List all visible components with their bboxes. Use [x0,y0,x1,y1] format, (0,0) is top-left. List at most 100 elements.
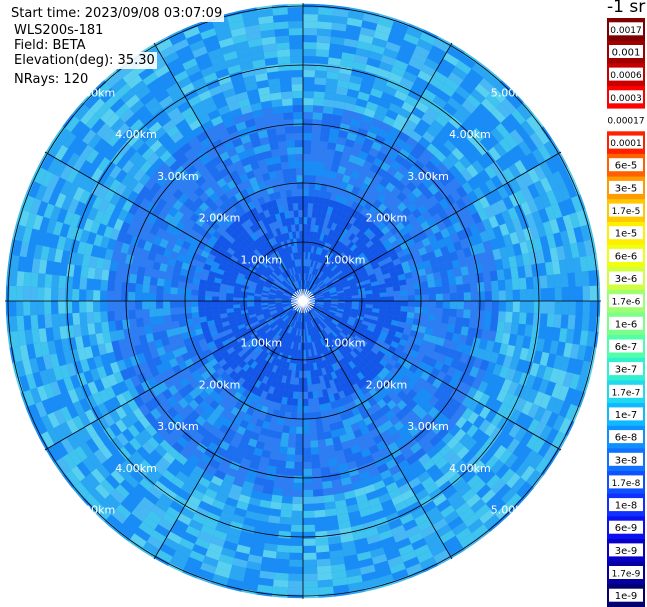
range-bin [340,211,348,220]
range-bin [324,191,332,200]
range-bin [319,190,327,199]
range-bin [457,483,472,497]
range-bin [16,301,24,316]
range-bin [340,476,352,486]
range-bin [353,487,366,498]
range-bin [223,540,238,552]
range-bin [17,330,27,346]
range-bin [62,132,77,149]
range-bin [424,327,434,336]
range-bin [283,293,290,297]
range-bin [402,70,418,83]
range-bin [295,314,299,321]
range-bin [259,136,270,146]
range-bin [325,251,331,259]
range-bin [404,369,415,380]
range-bin [580,360,591,378]
range-bin [209,345,219,354]
range-bin [223,208,233,218]
range-bin [455,173,468,186]
range-bin [283,482,294,490]
range-bin [23,389,36,407]
range-bin [294,461,303,469]
range-bin [166,264,175,274]
range-bin [303,538,316,546]
range-bin [532,148,546,165]
range-bin [263,543,278,552]
range-bin [380,54,396,66]
range-bin [446,436,460,450]
range-bin [342,285,351,291]
range-bin [348,81,361,92]
range-bin [421,210,433,221]
range-bin [200,28,217,40]
range-bin [325,316,333,322]
range-bin [313,340,319,349]
range-bin [312,482,323,490]
range-bin [247,201,256,211]
range-bin [463,283,471,293]
range-bin [398,279,407,286]
range-bin [359,255,368,263]
range-bin [171,113,185,126]
range-bin [449,201,461,214]
range-bin [38,328,48,343]
range-bin [344,355,352,364]
range-bin [465,255,475,267]
range-bin [72,156,86,172]
range-bin [330,371,338,380]
range-bin [367,361,376,371]
range-bin [175,544,192,557]
range-bin [266,71,280,80]
range-bin [95,332,105,345]
range-bin [359,269,367,276]
range-bin [165,241,176,251]
range-bin [265,316,273,322]
range-bin [15,224,26,242]
range-bin [298,321,301,329]
range-bin [223,393,234,403]
range-bin [303,49,317,57]
range-bin [254,258,262,266]
range-bin [323,494,335,503]
range-bin [116,155,129,170]
range-bin [311,468,322,476]
range-bin [60,180,73,196]
range-bin [467,190,479,203]
range-bin [165,506,181,520]
range-bin [325,268,332,275]
range-bin [303,91,314,99]
range-bin [166,464,180,477]
range-bin [96,464,111,479]
range-bin [12,345,23,363]
range-bin [311,311,317,318]
range-bin [309,252,314,260]
range-bin [549,368,560,384]
range-bin [415,488,429,502]
range-bin [35,401,48,418]
range-bin [254,298,262,301]
range-bin [335,250,343,258]
range-bin [467,399,479,412]
range-bin [215,523,230,534]
range-bin [16,315,25,331]
range-bin [210,409,221,420]
range-bin [268,246,275,254]
range-bin [379,414,390,425]
range-bin [313,91,325,100]
range-bin [539,192,552,209]
range-bin [323,305,331,309]
range-bin [426,273,435,282]
range-bin [276,336,282,344]
range-bin [549,340,559,355]
range-bin [139,110,154,125]
range-bin [304,287,307,295]
range-bin [120,242,130,254]
range-bin [272,252,279,260]
range-bin [103,426,117,441]
range-bin [244,275,252,281]
range-bin [357,342,366,350]
range-bin [521,186,534,202]
range-bin [303,266,305,273]
range-bin [496,199,508,213]
